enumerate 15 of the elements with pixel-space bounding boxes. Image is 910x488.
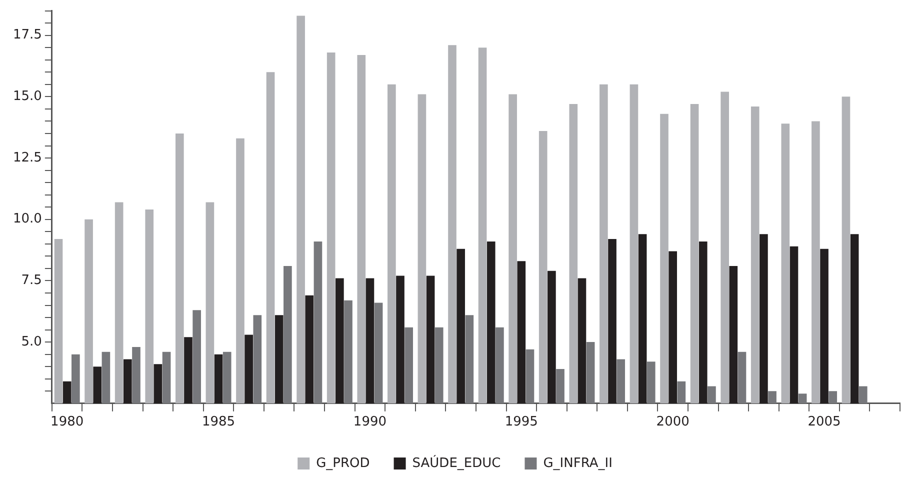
y-tick-label: 12.5	[12, 150, 42, 166]
y-tick-label: 5.0	[21, 334, 42, 350]
legend-label: SAÚDE_EDUC	[412, 454, 501, 471]
y-tick-label: 15.0	[12, 89, 42, 104]
x-tick-label: 1985	[202, 414, 236, 430]
x-tick-label: 1990	[353, 414, 387, 430]
y-tick-label: 7.5	[21, 273, 42, 288]
x-tick-label: 2000	[656, 414, 690, 430]
x-tick-label: 1995	[504, 414, 538, 430]
x-tick-label: 1980	[50, 414, 84, 430]
legend-label: G_INFRA_II	[543, 456, 612, 471]
y-tick-label: 10.0	[12, 212, 42, 227]
x-tick-label: 2005	[808, 414, 841, 430]
y-tick-label: 17.5	[12, 28, 42, 43]
legend-label: G_PROD	[316, 456, 370, 471]
